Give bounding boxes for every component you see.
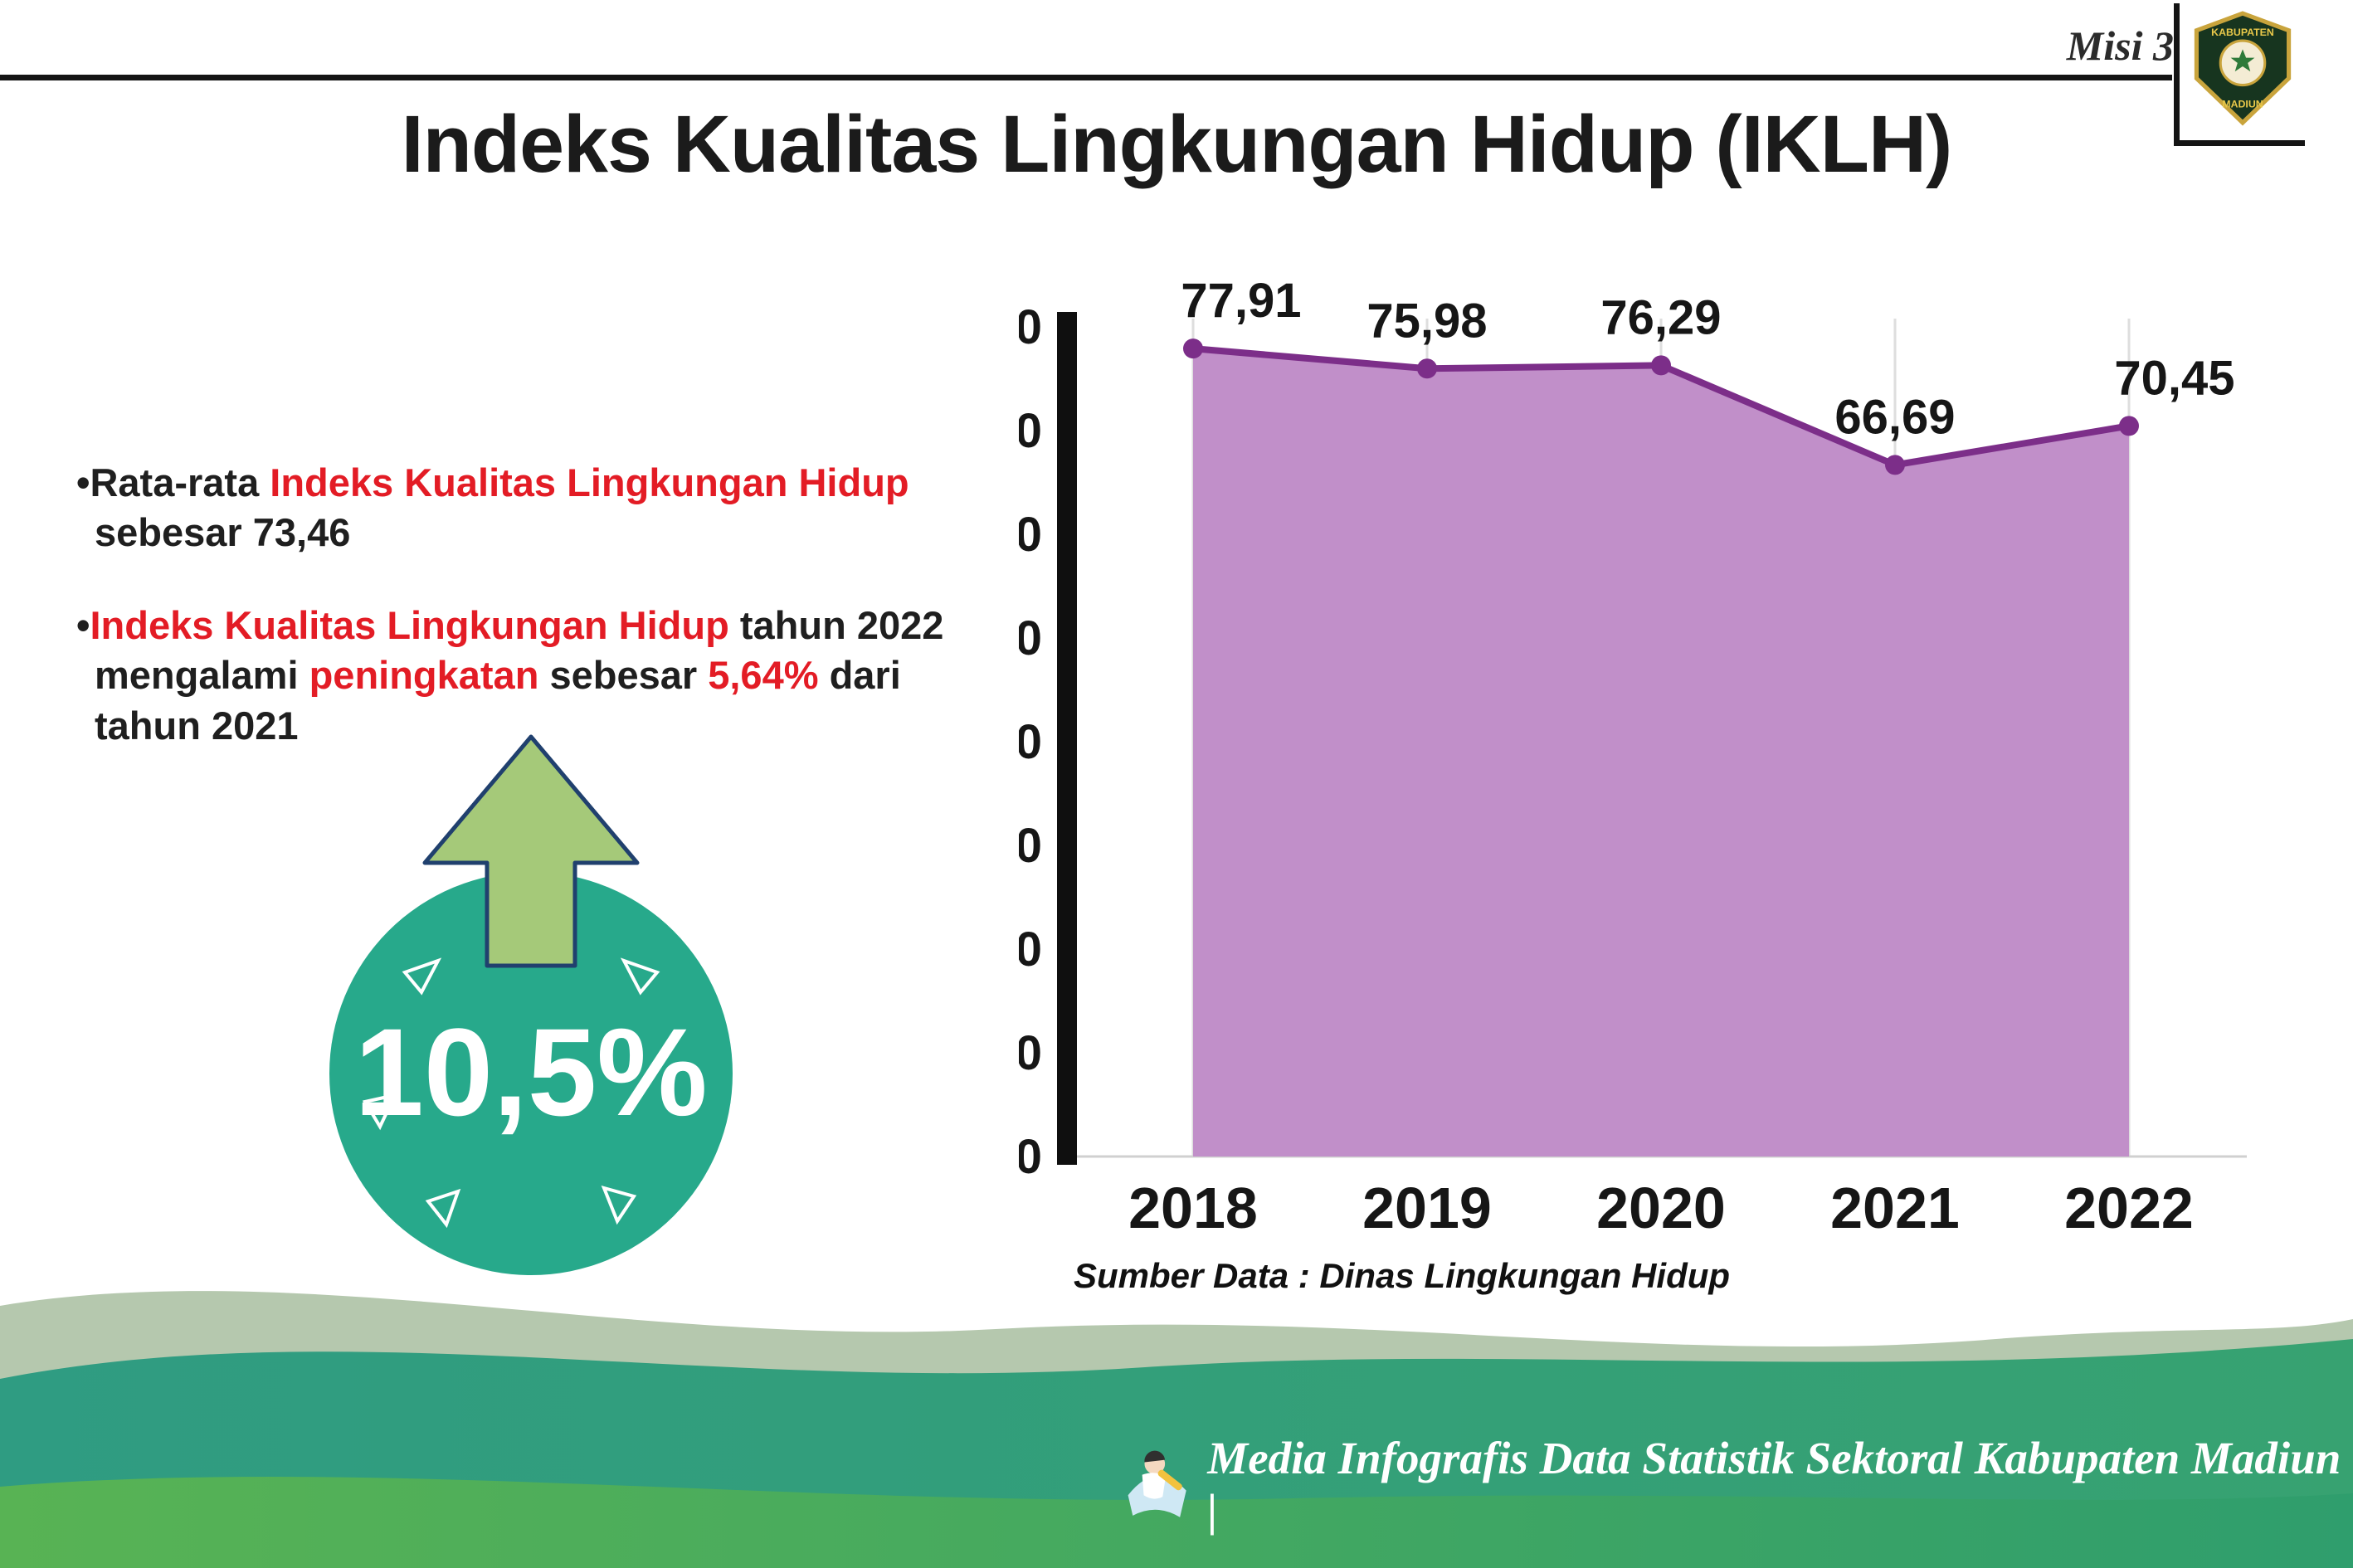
y-tick-label: 10 bbox=[1019, 1026, 1042, 1080]
point-label: 75,98 bbox=[1366, 294, 1487, 348]
x-tick-label: 2019 bbox=[1362, 1176, 1492, 1240]
data-point bbox=[2119, 416, 2139, 436]
y-tick-label: 0 bbox=[1019, 1130, 1042, 1184]
mascot-pencil bbox=[1157, 1469, 1182, 1491]
logo-star bbox=[2230, 49, 2254, 72]
bullet-increase-2022: •Indeks Kualitas Lingkungan Hidup tahun … bbox=[76, 601, 968, 750]
x-tick-label: 2022 bbox=[2064, 1176, 2194, 1240]
iklh-trend-chart: 0 10 20 30 40 50 60 70 80 77,91 75,98 76,29 66,69 70,… bbox=[1019, 275, 2272, 1296]
bullet-average-iklh: •Rata-rata Indeks Kualitas Lingkungan Hi… bbox=[76, 458, 968, 558]
area-fill bbox=[1193, 348, 2129, 1157]
y-tick-label: 50 bbox=[1019, 611, 1042, 665]
logo-frame: KABUPATEN MADIUN bbox=[2174, 3, 2305, 146]
point-label: 77,91 bbox=[1181, 275, 1301, 328]
data-point bbox=[1885, 455, 1905, 475]
misi-label: Misi 3 bbox=[2066, 22, 2174, 69]
increase-badge: 10,5% bbox=[329, 734, 733, 1275]
logo-top-text: KABUPATEN bbox=[2211, 27, 2274, 38]
y-axis-bar bbox=[1057, 312, 1077, 1165]
text-segment-highlight: peningkatan bbox=[309, 653, 539, 698]
point-label: 70,45 bbox=[2114, 351, 2234, 405]
mascot-body bbox=[1142, 1473, 1167, 1499]
y-tick-label: 20 bbox=[1019, 923, 1042, 976]
y-tick-label: 30 bbox=[1019, 819, 1042, 873]
header-divider bbox=[0, 75, 2172, 80]
footer-waves bbox=[0, 1291, 2353, 1568]
x-tick-label: 2021 bbox=[1830, 1176, 1960, 1240]
logo-bottom-text: MADIUN bbox=[2222, 98, 2263, 110]
data-point bbox=[1651, 355, 1671, 376]
text-segment-highlight: Indeks Kualitas Lingkungan Hidup bbox=[90, 603, 729, 648]
increase-percentage: 10,5% bbox=[354, 1002, 707, 1142]
text-segment-highlight: Indeks Kualitas Lingkungan Hidup bbox=[270, 460, 909, 504]
up-arrow-icon bbox=[422, 734, 640, 968]
footer-credit: Media Infografis Data Statistik Sektoral… bbox=[1122, 1432, 2353, 1536]
kabupaten-madiun-logo: KABUPATEN MADIUN bbox=[2194, 11, 2291, 126]
mascot-hair bbox=[1144, 1450, 1166, 1463]
area-chart: 0 10 20 30 40 50 60 70 80 77,91 75,98 76,29 66,69 70,… bbox=[1019, 275, 2247, 1240]
text-segment: dari tahun 2021 bbox=[95, 653, 901, 747]
point-label: 76,29 bbox=[1600, 290, 1721, 344]
page-title: Indeks Kualitas Lingkungan Hidup (IKLH) bbox=[401, 99, 1953, 189]
data-point bbox=[1417, 358, 1437, 379]
y-tick-label: 60 bbox=[1019, 508, 1042, 562]
data-point bbox=[1183, 338, 1203, 359]
point-label: 66,69 bbox=[1834, 390, 1955, 444]
bullet-marker: • bbox=[76, 460, 90, 504]
data-source: Sumber Data : Dinas Lingkungan Hidup bbox=[1074, 1256, 1731, 1295]
text-segment-highlight: 5,64% bbox=[708, 653, 819, 698]
credit-text: Media Infografis Data Statistik Sektoral… bbox=[1207, 1433, 2341, 1536]
bullet-marker: • bbox=[76, 603, 90, 648]
text-segment: tahun 2022 mengalami bbox=[95, 603, 944, 698]
y-tick-label: 80 bbox=[1019, 300, 1042, 354]
x-tick-label: 2018 bbox=[1128, 1176, 1258, 1240]
wave-green bbox=[0, 1477, 2353, 1568]
x-tick-label: 2020 bbox=[1596, 1176, 1726, 1240]
y-tick-label: 70 bbox=[1019, 404, 1042, 458]
text-segment: Rata-rata bbox=[90, 460, 270, 504]
text-segment: sebesar 73,46 bbox=[95, 510, 351, 555]
y-tick-label: 40 bbox=[1019, 715, 1042, 769]
mascot-icon bbox=[1128, 1450, 1186, 1517]
text-segment: sebesar bbox=[538, 653, 709, 698]
key-points: •Rata-rata Indeks Kualitas Lingkungan Hi… bbox=[76, 458, 968, 751]
badge-decor-triangles bbox=[362, 957, 660, 1229]
